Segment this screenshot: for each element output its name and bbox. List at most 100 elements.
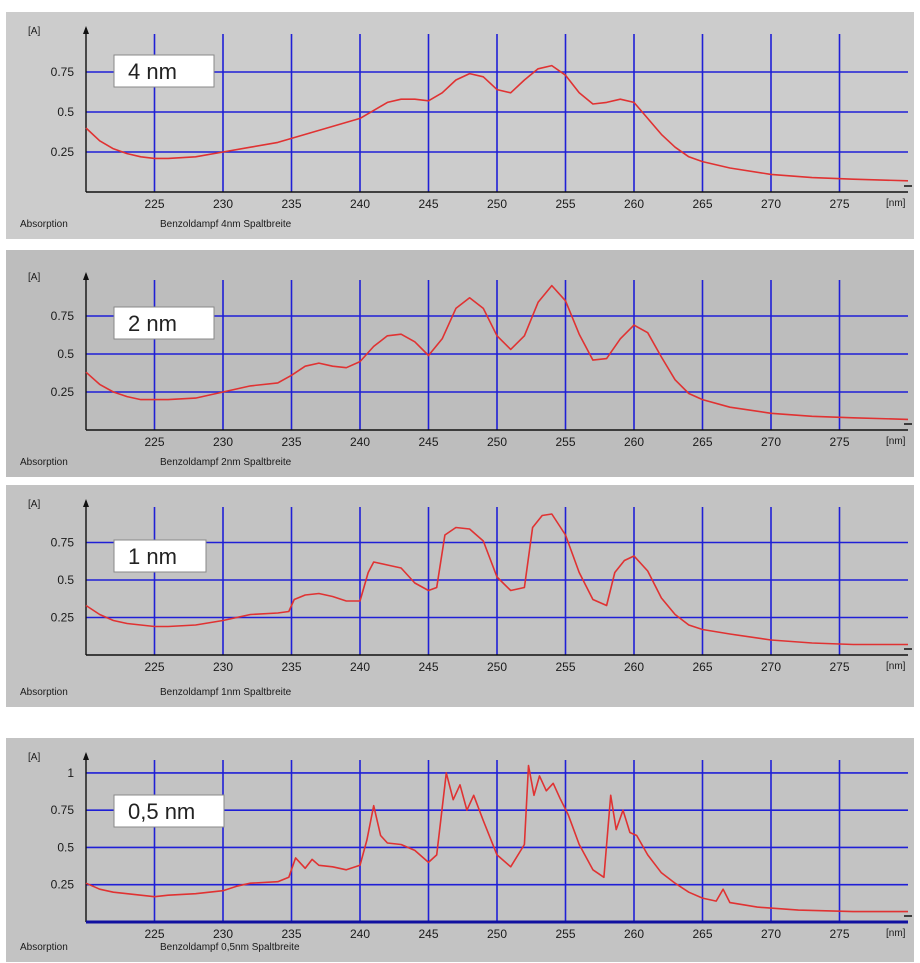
caption-absorption: Absorption xyxy=(20,457,68,468)
x-unit-label: [nm] xyxy=(886,436,906,447)
y-axis-arrow-icon xyxy=(83,26,89,34)
x-tick-label: 235 xyxy=(281,435,301,449)
x-tick-label: 255 xyxy=(555,197,575,211)
slit-width-label: 2 nm xyxy=(128,311,177,336)
caption-description: Benzoldampf 0,5nm Spaltbreite xyxy=(160,942,300,953)
caption-description: Benzoldampf 4nm Spaltbreite xyxy=(160,219,292,230)
y-unit-label: [A] xyxy=(28,272,40,283)
x-tick-label: 260 xyxy=(624,197,644,211)
x-tick-label: 235 xyxy=(281,927,301,941)
x-unit-label: [nm] xyxy=(886,198,906,209)
x-tick-label: 250 xyxy=(487,435,507,449)
absorption-curve xyxy=(85,764,908,913)
y-axis-arrow-icon xyxy=(83,272,89,280)
spectrum-chart: [A] 0.25 0.5 0.75 225 230 235 240 245 250 255 260 26… xyxy=(20,272,912,468)
x-tick-label: 265 xyxy=(692,197,712,211)
x-tick-label: 260 xyxy=(624,927,644,941)
x-tick-label: 270 xyxy=(761,197,781,211)
x-tick-label: 265 xyxy=(692,435,712,449)
x-tick-label: 265 xyxy=(692,927,712,941)
spectrum-panel-0-5nm: [A] 0.25 0.5 0.75 1 225 230 235 240 245 250 255 260 2… xyxy=(6,738,914,962)
spectrum-chart: [A] 0.25 0.5 0.75 225 230 235 240 245 250 255 260 26… xyxy=(20,499,912,698)
x-tick-label: 275 xyxy=(829,660,849,674)
absorption-curve xyxy=(85,513,908,646)
label-box-frame xyxy=(113,794,225,828)
y-tick-label: 0.75 xyxy=(51,65,75,79)
x-unit-label: [nm] xyxy=(886,661,906,672)
y-tick-label: 0.75 xyxy=(51,536,75,550)
x-tick-label: 275 xyxy=(829,435,849,449)
x-tick-label: 250 xyxy=(487,197,507,211)
spectrum-chart: [A] 0.25 0.5 0.75 225 230 235 240 245 250 255 260 26… xyxy=(20,26,912,230)
x-tick-label: 230 xyxy=(213,435,233,449)
slit-width-label-box: 0,5 nm xyxy=(113,794,225,828)
x-tick-label: 270 xyxy=(761,435,781,449)
x-tick-label: 245 xyxy=(418,197,438,211)
spectrum-chart: [A] 0.25 0.5 0.75 1 225 230 235 240 245 250 255 260 2… xyxy=(20,752,912,953)
x-tick-label: 230 xyxy=(213,660,233,674)
caption-absorption: Absorption xyxy=(20,687,68,698)
caption-description: Benzoldampf 2nm Spaltbreite xyxy=(160,457,292,468)
x-unit-label: [nm] xyxy=(886,928,906,939)
x-tick-label: 235 xyxy=(281,197,301,211)
x-tick-label: 245 xyxy=(418,435,438,449)
caption-absorption: Absorption xyxy=(20,942,68,953)
y-tick-label: 0.75 xyxy=(51,803,75,817)
y-axis-arrow-icon xyxy=(83,752,89,760)
x-tick-label: 240 xyxy=(350,435,370,449)
x-tick-label: 230 xyxy=(213,927,233,941)
x-tick-label: 265 xyxy=(692,660,712,674)
y-unit-label: [A] xyxy=(28,26,40,37)
slit-width-label-box: 1 nm xyxy=(113,539,207,573)
x-tick-label: 255 xyxy=(555,435,575,449)
x-tick-label: 245 xyxy=(418,660,438,674)
absorption-curve xyxy=(85,64,909,182)
x-tick-label: 255 xyxy=(555,660,575,674)
x-tick-label: 245 xyxy=(418,927,438,941)
caption-absorption: Absorption xyxy=(20,219,68,230)
y-tick-label: 0.25 xyxy=(51,878,75,892)
x-tick-label: 270 xyxy=(761,927,781,941)
y-tick-label: 0.5 xyxy=(57,573,74,587)
spectrum-panel-2nm: [A] 0.25 0.5 0.75 225 230 235 240 245 250 255 260 26… xyxy=(6,250,914,477)
x-tick-label: 225 xyxy=(144,927,164,941)
x-tick-label: 240 xyxy=(350,197,370,211)
slit-width-label-box: 2 nm xyxy=(113,306,215,340)
label-box-frame xyxy=(113,54,215,88)
x-tick-label: 255 xyxy=(555,927,575,941)
x-tick-label: 260 xyxy=(624,660,644,674)
x-tick-label: 250 xyxy=(487,660,507,674)
y-tick-label: 0.25 xyxy=(51,385,75,399)
slit-width-label-box: 4 nm xyxy=(113,54,215,88)
x-tick-label: 225 xyxy=(144,435,164,449)
slit-width-label: 1 nm xyxy=(128,544,177,569)
x-tick-label: 260 xyxy=(624,435,644,449)
spectrum-panel-4nm: [A] 0.25 0.5 0.75 225 230 235 240 245 250 255 260 26… xyxy=(6,12,914,239)
absorption-curve xyxy=(85,284,909,421)
y-tick-label: 0.75 xyxy=(51,309,75,323)
slit-width-label: 4 nm xyxy=(128,59,177,84)
y-tick-label: 0.5 xyxy=(57,347,74,361)
x-tick-label: 225 xyxy=(144,660,164,674)
x-tick-label: 225 xyxy=(144,197,164,211)
caption-description: Benzoldampf 1nm Spaltbreite xyxy=(160,687,292,698)
slit-width-label: 0,5 nm xyxy=(128,799,195,824)
x-tick-label: 235 xyxy=(281,660,301,674)
x-tick-label: 250 xyxy=(487,927,507,941)
y-tick-label: 0.5 xyxy=(57,105,74,119)
x-tick-label: 275 xyxy=(829,927,849,941)
y-tick-label: 1 xyxy=(67,766,74,780)
y-tick-label: 0.5 xyxy=(57,840,74,854)
y-axis-arrow-icon xyxy=(83,499,89,507)
y-unit-label: [A] xyxy=(28,752,40,763)
y-tick-label: 0.25 xyxy=(51,611,75,625)
label-box-frame xyxy=(113,306,215,340)
x-tick-label: 240 xyxy=(350,660,370,674)
x-tick-label: 240 xyxy=(350,927,370,941)
y-unit-label: [A] xyxy=(28,499,40,510)
x-tick-label: 230 xyxy=(213,197,233,211)
y-tick-label: 0.25 xyxy=(51,145,75,159)
spectrum-panel-1nm: [A] 0.25 0.5 0.75 225 230 235 240 245 250 255 260 26… xyxy=(6,485,914,707)
x-tick-label: 270 xyxy=(761,660,781,674)
label-box-frame xyxy=(113,539,207,573)
